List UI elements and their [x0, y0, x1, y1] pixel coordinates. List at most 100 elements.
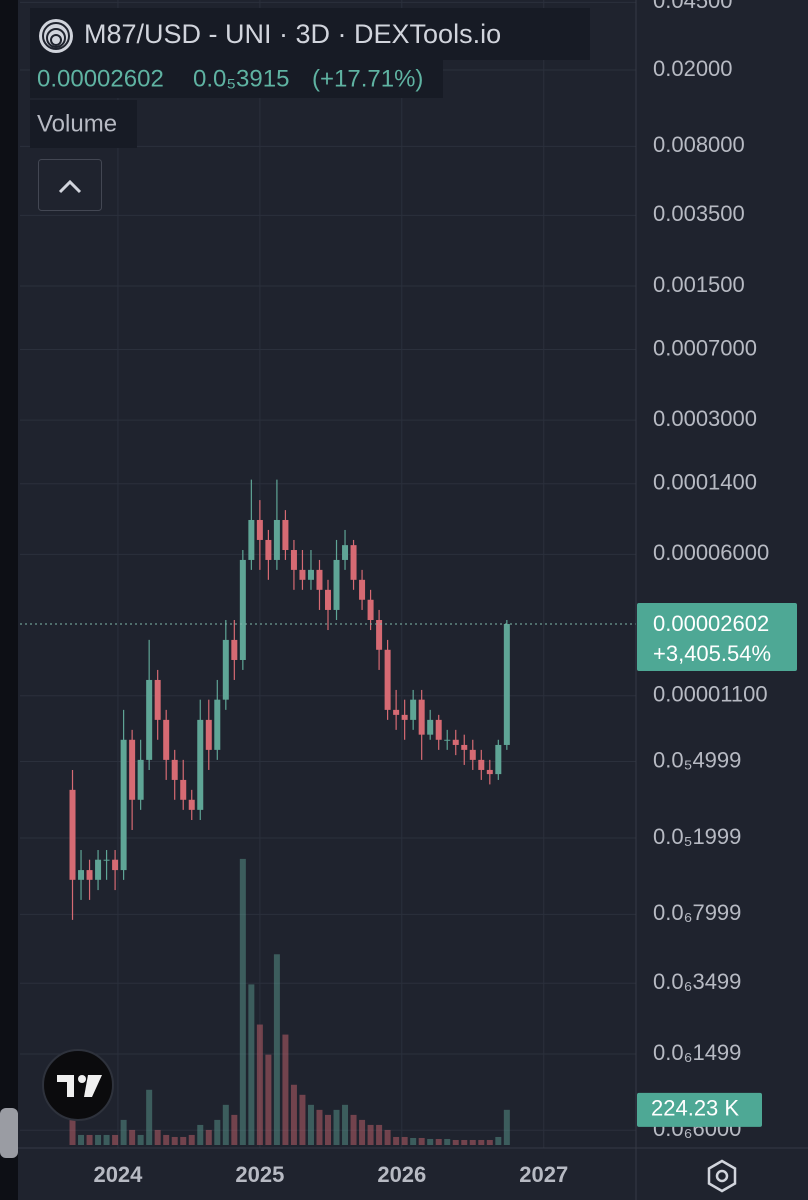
legend-title-bg	[30, 8, 590, 60]
x-tick-label: 2026	[377, 1162, 426, 1187]
candle-body	[222, 639, 229, 700]
candle-body	[410, 699, 417, 720]
last-volume-label-bg	[637, 1092, 762, 1127]
volume-bar	[282, 1034, 289, 1145]
candle-body	[180, 779, 187, 800]
volume-bar	[103, 1134, 110, 1145]
y-tick-label: 0.00006000	[653, 540, 769, 565]
y-tick-label: 0.0007000	[653, 335, 757, 360]
candle-body	[137, 759, 144, 800]
legend-change-percent: (+17.71%)	[312, 65, 423, 92]
volume-bar	[418, 1137, 425, 1145]
candle-body	[393, 709, 400, 715]
candle-body	[486, 769, 493, 775]
candle-body	[299, 569, 306, 580]
volume-bar	[95, 1134, 102, 1145]
candle-body	[188, 799, 195, 810]
y-tick-label: 0.0003000	[653, 406, 757, 431]
volume-bar	[435, 1138, 442, 1145]
candle-body	[427, 719, 434, 735]
candle-body	[452, 739, 459, 745]
y-tick-label: 0.001500	[653, 272, 745, 297]
volume-bar	[410, 1137, 417, 1145]
legend-change: 0.0₅3915	[193, 65, 289, 92]
candle-body	[69, 789, 76, 880]
y-tick-label: 0.0001400	[653, 470, 757, 495]
candle-body	[325, 589, 331, 610]
volume-bar	[427, 1138, 434, 1145]
y-tick-label: 0.008000	[653, 132, 745, 157]
volume-bar	[333, 1109, 340, 1145]
axis-layer: 0.04500 0.02000 0.008000 0.003500 0.001500 0.…	[93, 0, 797, 1187]
candle-body	[78, 870, 85, 880]
candle-body	[495, 744, 502, 775]
y-tick-label: 0.00001100	[653, 682, 768, 707]
volume-bar	[452, 1139, 459, 1145]
volume-bar	[265, 1054, 272, 1145]
candle-body	[333, 559, 340, 610]
candle-body	[214, 699, 221, 750]
volume-bar	[342, 1104, 349, 1145]
volume-bar	[367, 1124, 374, 1145]
candle-body	[376, 619, 383, 650]
candle-body	[418, 699, 425, 735]
volume-bar	[180, 1136, 187, 1145]
volume-bar	[231, 1114, 238, 1145]
tradingview-logo[interactable]	[42, 1049, 114, 1121]
candle-body	[401, 714, 408, 720]
volume-bar	[112, 1134, 119, 1145]
volume-bar	[248, 984, 255, 1145]
candle-layer	[69, 479, 510, 920]
x-tick-label: 2024	[93, 1162, 143, 1187]
legend-volume-bg	[30, 100, 137, 148]
exchange-logo	[39, 19, 73, 53]
volume-bar	[188, 1134, 195, 1145]
volume-bar	[205, 1129, 212, 1145]
candle-body	[384, 649, 391, 710]
settings-button[interactable]	[707, 1159, 737, 1193]
candle-body	[129, 739, 136, 800]
volume-bar	[376, 1124, 383, 1145]
volume-bar	[299, 1094, 306, 1145]
y-tick-label: 0.0₆1499	[653, 1040, 741, 1065]
last-price-label-bg	[637, 603, 797, 672]
candle-body	[205, 719, 212, 750]
candle-body	[239, 559, 246, 660]
volume-bar	[316, 1109, 323, 1145]
volume-bar	[222, 1104, 229, 1145]
volume-bar	[78, 1134, 85, 1145]
candle-body	[163, 719, 170, 760]
candle-body	[86, 870, 93, 880]
last-price-label: 0.00002602	[653, 611, 769, 636]
legend-volume[interactable]: Volume	[37, 110, 117, 137]
candle-body	[350, 545, 357, 580]
candle-body	[95, 859, 102, 880]
y-tick-label: 0.04500	[653, 0, 733, 13]
y-tick-label: 0.0₆3499	[653, 969, 741, 994]
volume-bar	[154, 1129, 161, 1145]
y-tick-label: 0.0₅1999	[653, 824, 741, 849]
volume-bar	[469, 1139, 476, 1145]
volume-bar	[273, 954, 280, 1145]
candle-body	[469, 749, 476, 760]
candle-body	[171, 759, 178, 780]
candle-body	[503, 624, 510, 745]
volume-bar	[197, 1124, 204, 1145]
candle-body	[265, 539, 272, 560]
collapse-button[interactable]	[38, 159, 102, 211]
candle-body	[197, 719, 204, 810]
volume-bar	[137, 1134, 144, 1145]
candle-body	[367, 599, 374, 620]
candle-body	[103, 859, 110, 861]
volume-bar	[120, 1119, 127, 1145]
volume-bar	[290, 1084, 297, 1145]
volume-bar	[401, 1136, 408, 1145]
legend-close: 0.00002602	[37, 65, 164, 92]
volume-bar	[163, 1134, 170, 1145]
candle-body	[112, 859, 119, 871]
volume-bar	[325, 1114, 331, 1145]
candle-body	[248, 519, 255, 560]
legend-price-bg	[30, 60, 443, 98]
edge-handle[interactable]	[0, 1108, 18, 1158]
candle-body	[290, 550, 297, 570]
